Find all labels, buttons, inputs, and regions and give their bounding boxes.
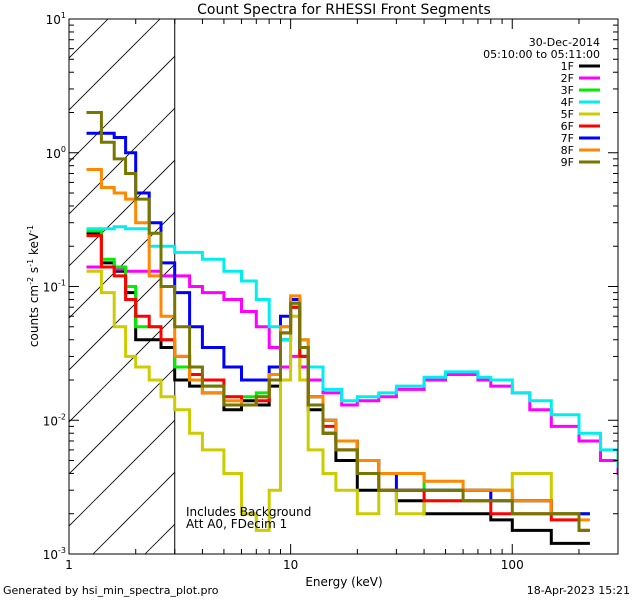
legend-label-4f: 4F <box>561 96 574 109</box>
hatch-line <box>405 0 640 554</box>
y-tick-label: 10-1 <box>43 279 66 295</box>
hatched-region <box>69 0 640 554</box>
series-line-9f <box>86 111 590 532</box>
y-tick-label: 10-2 <box>43 412 66 428</box>
legend-label-8f: 8F <box>561 144 574 157</box>
legend-label-7f: 7F <box>561 132 574 145</box>
legend-label-6f: 6F <box>561 120 574 133</box>
hatch-line <box>69 211 175 319</box>
legend-label-5f: 5F <box>561 108 574 121</box>
time-range-label: 05:10:00 to 05:11:00 <box>483 48 600 61</box>
y-tick-label: 100 <box>46 145 66 161</box>
x-axis-label: Energy (keV) <box>305 575 382 589</box>
hatch-line <box>69 19 109 59</box>
legend-label-2f: 2F <box>561 72 574 85</box>
legend-label-1f: 1F <box>561 60 574 73</box>
hatch-line <box>69 55 175 163</box>
y-tick-label: 10-3 <box>43 546 66 562</box>
date-label: 30-Dec-2014 <box>529 36 600 49</box>
hatch-line <box>69 19 161 111</box>
x-tick-label: 100 <box>501 558 524 572</box>
footer-timestamp: 18-Apr-2023 15:21 <box>527 584 630 597</box>
hatch-line <box>509 0 640 554</box>
series-line-7f <box>86 131 590 516</box>
series-line-4f <box>86 225 618 469</box>
legend-label-9f: 9F <box>561 156 574 169</box>
hatch-line <box>301 0 640 554</box>
y-tick-label: 101 <box>46 11 66 27</box>
legend-label-3f: 3F <box>561 84 574 97</box>
series-lines <box>86 111 618 545</box>
annotation-attenuator: Att A0, FDecim 1 <box>186 517 287 531</box>
chart-title: Count Spectra for RHESSI Front Segments <box>197 2 491 18</box>
x-tick-label: 1 <box>65 558 73 572</box>
x-tick-label: 10 <box>283 558 298 572</box>
hatch-line <box>457 0 640 554</box>
hatch-line <box>69 159 175 267</box>
hatch-line <box>69 315 175 423</box>
hatch-line <box>353 0 640 554</box>
annotation-background: Includes Background <box>186 505 311 519</box>
hatch-line <box>69 419 175 527</box>
hatch-line <box>69 367 175 475</box>
hatch-line <box>249 0 640 554</box>
y-axis-label: counts cm-2 s-1 keV-1 <box>26 225 41 347</box>
footer-generated-by: Generated by hsi_min_spectra_plot.pro <box>3 584 219 597</box>
axis-ticks: 1 10 100 10-3 10-2 10-1 100 101 <box>43 11 619 572</box>
